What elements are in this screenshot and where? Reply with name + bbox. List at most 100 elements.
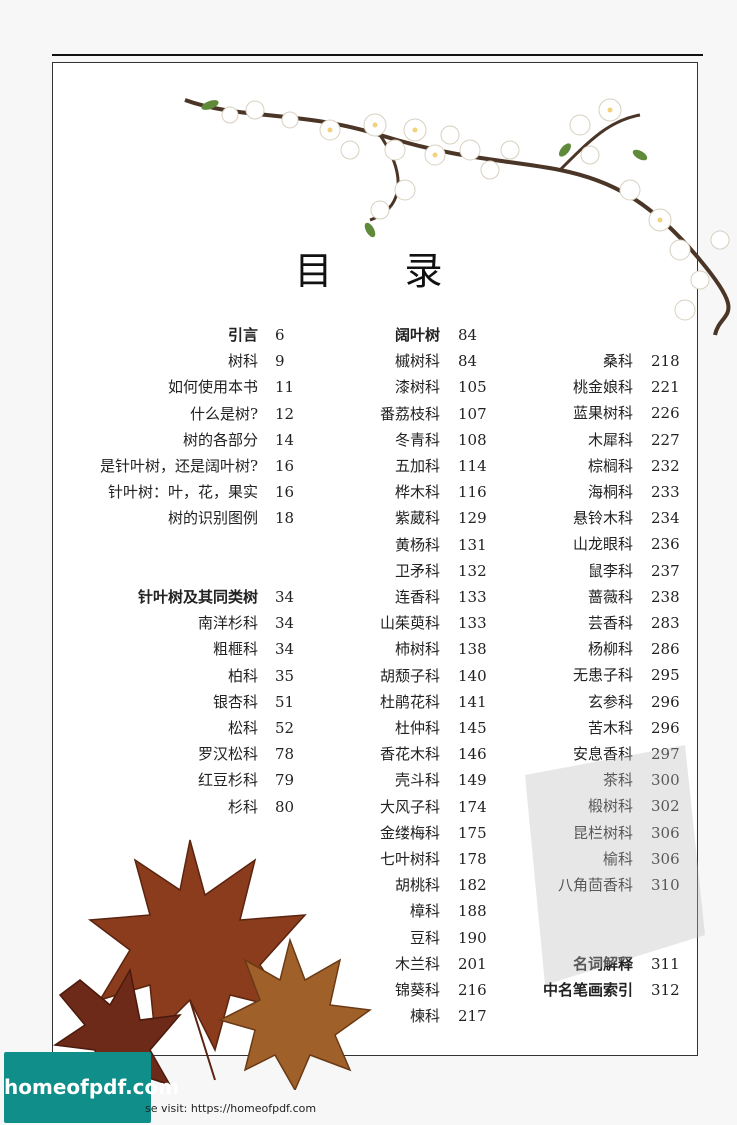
toc-entry-label: 针叶树及其同类树: [137, 588, 258, 606]
toc-entry[interactable]: 杜仲科 145: [0, 715, 737, 741]
toc-entry-label: 番荔枝科: [379, 404, 440, 423]
toc-entry-label: 阔叶树: [394, 326, 440, 344]
toc-entry[interactable]: 桑科 218: [0, 348, 737, 374]
toc-entry[interactable]: 蓝果树科 226: [0, 400, 737, 426]
toc-entry[interactable]: 什么是树? 12: [0, 401, 737, 427]
toc-entry[interactable]: 玄参科 296: [0, 689, 737, 715]
toc-entry[interactable]: 南洋杉科 34: [0, 610, 737, 636]
toc-entry[interactable]: 紫葳科 129: [0, 505, 737, 531]
toc-entry[interactable]: 如何使用本书 11: [0, 374, 737, 400]
toc-entry[interactable]: 柿树科 138: [0, 636, 737, 662]
toc-entry[interactable]: 引言 6: [0, 322, 737, 348]
toc-entry-page: 140: [458, 666, 487, 685]
toc-entry[interactable]: 锦葵科 216: [0, 977, 737, 1003]
toc-entry[interactable]: 悬铃木科 234: [0, 505, 737, 531]
toc-entry-label: 紫葳科: [394, 509, 440, 528]
toc-entry[interactable]: 罗汉松科 78: [0, 741, 737, 767]
toc-entry-page: 129: [458, 509, 487, 528]
toc-entry-page: 12: [275, 404, 295, 423]
toc-entry-label: 金缕梅科: [379, 823, 440, 842]
toc-entry[interactable]: 椴树科 302: [0, 793, 737, 819]
toc-entry[interactable]: 树的各部分 14: [0, 427, 737, 453]
toc-entry[interactable]: 黄杨科 131: [0, 532, 737, 558]
toc-entry-page: 107: [458, 404, 487, 423]
toc-entry-page: 52: [275, 719, 295, 737]
toc-entry[interactable]: 昆栏树科 306: [0, 820, 737, 846]
toc-entry-page: 34: [275, 614, 295, 633]
toc-entry[interactable]: 楝科 217: [0, 1003, 737, 1029]
toc-entry[interactable]: 是针叶树，还是阔叶树? 16: [0, 453, 737, 479]
toc-entry[interactable]: 杜鹃花科 141: [0, 689, 737, 715]
toc-entry-page: 216: [458, 981, 487, 999]
toc-entry[interactable]: 苦木科 296: [0, 715, 737, 741]
toc-entry[interactable]: 漆树科 105: [0, 374, 737, 400]
toc-entry[interactable]: 八角茴香科 310: [0, 872, 737, 898]
toc-entry[interactable]: 树的识别图例 18: [0, 505, 737, 531]
toc-entry[interactable]: 银杏科 51: [0, 689, 737, 715]
toc-entry[interactable]: 卫矛科 132: [0, 558, 737, 584]
toc-entry[interactable]: 榆科 306: [0, 846, 737, 872]
toc-entry[interactable]: 鼠李科 237: [0, 558, 737, 584]
toc-entry[interactable]: 棕榈科 232: [0, 453, 737, 479]
toc-entry[interactable]: 大风子科 174: [0, 794, 737, 820]
site-logo-badge[interactable]: [4, 1052, 151, 1123]
toc-entry[interactable]: 山茱萸科 133: [0, 610, 737, 636]
toc-entry-label: 树的识别图例: [167, 509, 258, 528]
toc-entry[interactable]: 胡桃科 182: [0, 872, 737, 898]
toc-entry[interactable]: 连香科 133: [0, 584, 737, 610]
toc-entry[interactable]: 杉科 80: [0, 794, 737, 820]
toc-entry-page: 227: [651, 430, 680, 449]
toc-entry[interactable]: 海桐科 233: [0, 479, 737, 505]
toc-entry[interactable]: 名词解释 311: [0, 951, 737, 977]
toc-entry[interactable]: 阔叶树 84: [0, 322, 737, 348]
toc-entry-page: 138: [458, 640, 487, 659]
toc-entry[interactable]: 桃金娘科 221: [0, 374, 737, 400]
toc-entry[interactable]: 松科 52: [0, 715, 737, 741]
toc-entry[interactable]: 针叶树及其同类树 34: [0, 584, 737, 610]
toc-entry[interactable]: 安息香科 297: [0, 741, 737, 767]
toc-entry-page: 9: [275, 352, 285, 371]
toc-entry[interactable]: 槭树科 84: [0, 348, 737, 374]
toc-entry[interactable]: 香花木科 146: [0, 741, 737, 767]
toc-entry-label: 蔷薇科: [587, 587, 633, 606]
toc-entry-label: 桑科: [602, 352, 633, 370]
toc-entry[interactable]: 红豆杉科 79: [0, 767, 737, 793]
toc-entry[interactable]: 树科 9: [0, 348, 737, 374]
toc-entry-page: 306: [651, 846, 680, 872]
toc-entry-page: 16: [275, 483, 295, 502]
toc-entry[interactable]: 七叶树科 178: [0, 846, 737, 872]
site-logo-text[interactable]: homeofpdf.com: [4, 1075, 180, 1099]
toc-entry[interactable]: 芸香科 283: [0, 610, 737, 636]
toc-entry-page: 286: [651, 640, 680, 659]
toc-entry[interactable]: 五加科 114: [0, 453, 737, 479]
toc-entry[interactable]: 杨柳科 286: [0, 636, 737, 662]
toc-entry[interactable]: 胡颓子科 140: [0, 663, 737, 689]
toc-entry-page: 114: [458, 457, 487, 475]
toc-entry[interactable]: 木兰科 201: [0, 951, 737, 977]
toc-entry-page: 237: [651, 561, 680, 580]
toc-entry-label: 杜鹃花科: [379, 692, 440, 711]
toc-entry[interactable]: 无患子科 295: [0, 662, 737, 688]
toc-entry[interactable]: 蔷薇科 238: [0, 584, 737, 610]
toc-entry[interactable]: 山龙眼科 236: [0, 531, 737, 557]
toc-entry[interactable]: 豆科 190: [0, 925, 737, 951]
toc-entry[interactable]: 壳斗科 149: [0, 767, 737, 793]
toc-entry[interactable]: 木犀科 227: [0, 427, 737, 453]
toc-entry-label: 卫矛科: [394, 561, 440, 580]
toc-entry[interactable]: 柏科 35: [0, 663, 737, 689]
toc-entry-label: 山龙眼科: [572, 535, 633, 554]
toc-entry-label: 南洋杉科: [197, 614, 258, 633]
toc-entry[interactable]: 中名笔画索引 312: [0, 977, 737, 1003]
toc-entry[interactable]: 金缕梅科 175: [0, 820, 737, 846]
toc-entry-page: 178: [458, 850, 487, 868]
toc-entry[interactable]: 冬青科 108: [0, 427, 737, 453]
toc-entry-label: 胡桃科: [394, 876, 440, 895]
toc-entry[interactable]: 樟科 188: [0, 898, 737, 924]
toc-entry[interactable]: 茶科 300: [0, 767, 737, 793]
toc-entry[interactable]: 粗榧科 34: [0, 636, 737, 662]
toc-entry-label: 木兰科: [394, 954, 440, 973]
toc-entry[interactable]: 桦木科 116: [0, 479, 737, 505]
toc-entry-page: 232: [651, 456, 680, 475]
toc-entry[interactable]: 针叶树：叶，花，果实 16: [0, 479, 737, 505]
toc-entry[interactable]: 番荔枝科 107: [0, 401, 737, 427]
